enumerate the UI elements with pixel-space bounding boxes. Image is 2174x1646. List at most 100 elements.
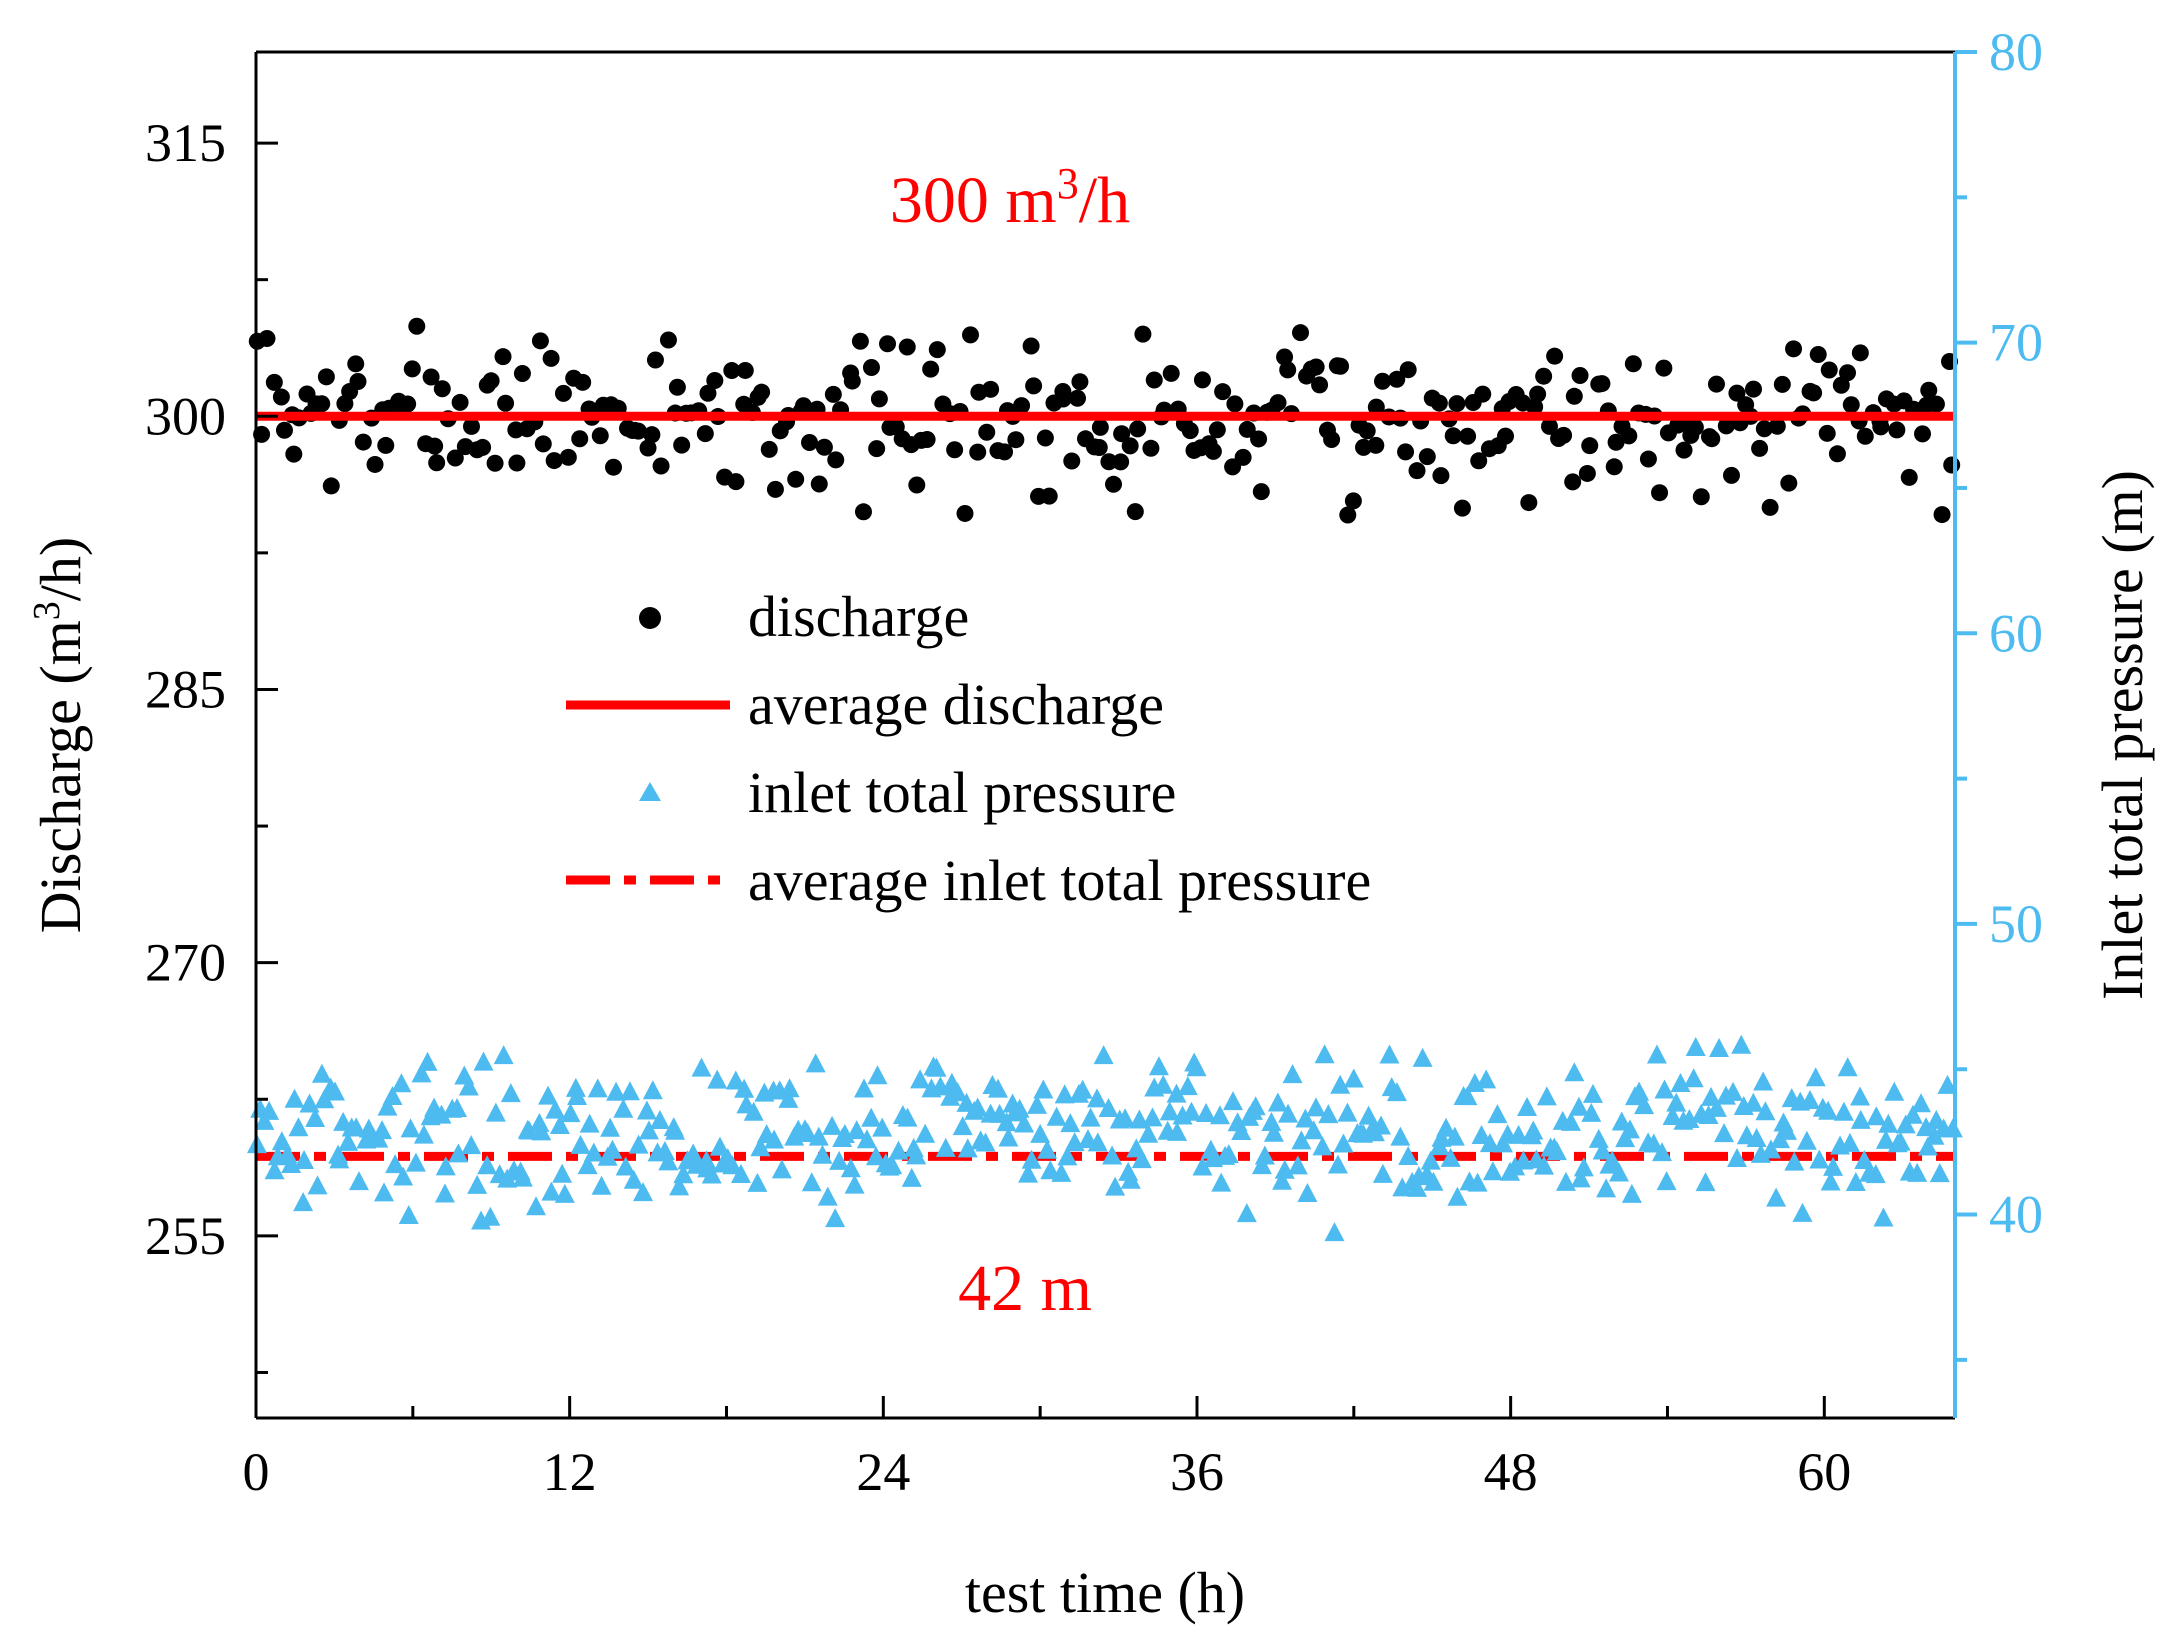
pressure-point xyxy=(1656,1171,1677,1191)
pressure-point xyxy=(1120,1169,1141,1189)
discharge-point xyxy=(1768,417,1786,435)
pressure-point xyxy=(1312,1136,1333,1156)
pressure-point xyxy=(996,1112,1017,1132)
pressure-point xyxy=(1080,1107,1101,1127)
discharge-point xyxy=(1453,499,1471,517)
pressure-point xyxy=(854,1078,875,1098)
discharge-point xyxy=(1914,425,1932,443)
pressure-point xyxy=(393,1166,414,1186)
discharge-point xyxy=(1805,384,1823,402)
x-axis-title: test time (h) xyxy=(965,1560,1245,1625)
pressure-point xyxy=(1030,1123,1051,1143)
discharge-point xyxy=(349,373,367,391)
discharge-point xyxy=(1809,345,1827,363)
pressure-point xyxy=(691,1057,712,1077)
discharge-point xyxy=(545,452,563,470)
discharge-point xyxy=(451,393,469,411)
pressure-point xyxy=(1231,1120,1252,1140)
pressure-point xyxy=(633,1182,654,1202)
discharge-point xyxy=(1358,422,1376,440)
discharge-point xyxy=(1459,427,1477,445)
discharge-point xyxy=(922,360,940,378)
discharge-point xyxy=(1091,418,1109,436)
pressure-point xyxy=(1809,1149,1830,1169)
pressure-point xyxy=(1731,1034,1752,1054)
pressure-point xyxy=(1138,1123,1159,1143)
discharge-point xyxy=(1900,468,1918,486)
pressure-point xyxy=(1211,1172,1232,1192)
pressure-point xyxy=(1895,1114,1916,1134)
pressure-point xyxy=(1482,1161,1503,1181)
pressure-point xyxy=(305,1107,326,1127)
pressure-point xyxy=(512,1167,533,1187)
discharge-point xyxy=(1444,427,1462,445)
discharge-point xyxy=(272,388,290,406)
discharge-point xyxy=(643,426,661,444)
pressure-point xyxy=(1051,1162,1072,1182)
pressure-point xyxy=(866,1146,887,1166)
discharge-point xyxy=(1535,367,1553,385)
pressure-point xyxy=(1444,1126,1465,1146)
pressure-point xyxy=(348,1171,369,1191)
discharge-point xyxy=(1311,376,1329,394)
pressure-point xyxy=(1619,1119,1640,1139)
discharge-point xyxy=(428,454,446,472)
discharge-point xyxy=(1134,325,1152,343)
discharge-point xyxy=(760,440,778,458)
discharge-point xyxy=(1388,370,1406,388)
pressure-point xyxy=(600,1117,621,1137)
pressure-point xyxy=(1087,1088,1108,1108)
data-marks xyxy=(246,317,1963,1242)
pressure-point xyxy=(1261,1112,1282,1132)
pressure-point xyxy=(1371,1115,1392,1135)
legend-label-average-discharge: average discharge xyxy=(748,672,1164,737)
pressure-point xyxy=(391,1073,412,1093)
pressure-point xyxy=(952,1116,973,1136)
legend: discharge average discharge inlet total … xyxy=(566,584,1371,913)
pressure-point xyxy=(926,1057,947,1077)
pressure-point xyxy=(638,1120,659,1140)
pressure-point xyxy=(579,1113,600,1133)
discharge-point xyxy=(810,475,828,493)
pressure-point xyxy=(801,1172,822,1192)
y-left-tick-label: 285 xyxy=(145,659,226,719)
pressure-point xyxy=(1695,1172,1716,1192)
pressure-point xyxy=(725,1070,746,1090)
discharge-point xyxy=(1418,448,1436,466)
discharge-point xyxy=(801,434,819,452)
pressure-point xyxy=(1314,1044,1335,1064)
discharge-point xyxy=(851,332,869,350)
discharge-point xyxy=(794,397,812,415)
pressure-point xyxy=(957,1138,978,1158)
pressure-point xyxy=(1060,1113,1081,1133)
discharge-point xyxy=(1593,375,1611,393)
pressure-point xyxy=(1102,1145,1123,1165)
pressure-point xyxy=(947,1082,968,1102)
discharge-point xyxy=(313,395,331,413)
discharge-point xyxy=(1470,452,1488,470)
pressure-point xyxy=(1837,1057,1858,1077)
pressure-point xyxy=(1850,1086,1871,1106)
pressure-point xyxy=(1929,1163,1950,1183)
pressure-point xyxy=(398,1205,419,1225)
discharge-point xyxy=(1686,418,1704,436)
discharge-point xyxy=(723,362,741,380)
discharge-point xyxy=(1432,467,1450,485)
discharge-point xyxy=(928,341,946,359)
discharge-point xyxy=(574,373,592,391)
axes xyxy=(254,50,1957,1420)
pressure-point xyxy=(314,1089,335,1109)
pressure-point xyxy=(734,1078,755,1098)
pressure-point xyxy=(1850,1109,1871,1129)
pressure-point xyxy=(1651,1142,1672,1162)
pressure-point xyxy=(1177,1076,1198,1096)
pressure-point xyxy=(730,1163,751,1183)
pressure-point xyxy=(910,1069,931,1089)
discharge-point xyxy=(1090,439,1108,457)
discharge-point xyxy=(1607,433,1625,451)
ticks xyxy=(254,50,1977,1418)
pressure-point xyxy=(1766,1187,1787,1207)
pressure-point xyxy=(529,1112,550,1132)
pressure-point xyxy=(701,1164,722,1184)
pressure-point xyxy=(1884,1081,1905,1101)
